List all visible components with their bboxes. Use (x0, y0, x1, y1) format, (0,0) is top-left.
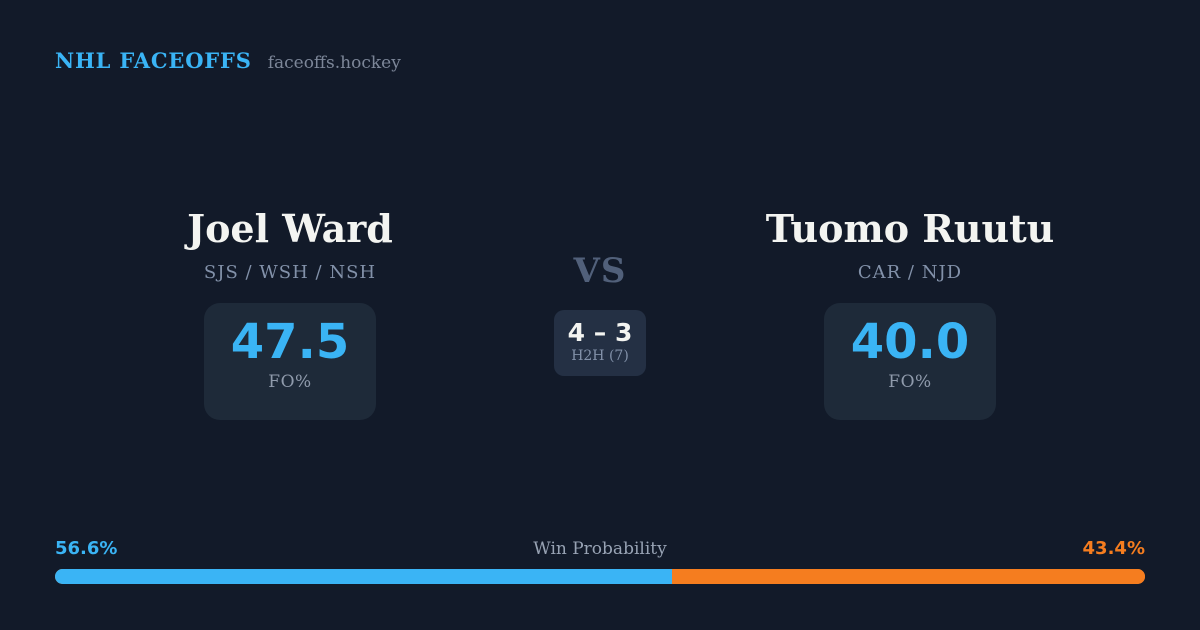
header: NHL FACEOFFS faceoffs.hockey (55, 48, 401, 73)
player-right-panel: Tuomo Ruutu CAR / NJD 40.0 FO% (740, 205, 1080, 420)
head-to-head-score: 4 – 3 (567, 317, 633, 347)
head-to-head-label: H2H (7) (571, 348, 629, 365)
win-probability-bar-right (671, 569, 1145, 584)
player-left-faceoff-card: 47.5 FO% (204, 302, 376, 420)
player-right-teams: CAR / NJD (857, 261, 963, 283)
player-left-faceoff-pct: 47.5 (230, 313, 350, 370)
win-probability-right-pct: 43.4% (1082, 538, 1145, 559)
win-probability-bar (55, 569, 1145, 584)
vs-label: VS (573, 251, 627, 291)
win-probability-left-pct: 56.6% (55, 538, 118, 559)
player-left-name: Joel Ward (187, 206, 393, 251)
app-title: NHL FACEOFFS (55, 48, 252, 73)
win-probability-section: 56.6% Win Probability 43.4% (55, 538, 1145, 584)
player-left-panel: Joel Ward SJS / WSH / NSH 47.5 FO% (120, 205, 460, 420)
player-left-teams: SJS / WSH / NSH (203, 261, 377, 283)
win-probability-labels: 56.6% Win Probability 43.4% (55, 538, 1145, 559)
player-left-faceoff-label: FO% (268, 372, 312, 393)
player-right-name: Tuomo Ruutu (765, 206, 1055, 251)
site-url: faceoffs.hockey (267, 53, 401, 73)
head-to-head-card: 4 – 3 H2H (7) (554, 309, 646, 376)
player-right-faceoff-label: FO% (888, 372, 932, 393)
win-probability-bar-left (55, 569, 672, 584)
player-right-faceoff-pct: 40.0 (850, 313, 970, 370)
player-right-faceoff-card: 40.0 FO% (824, 302, 996, 420)
versus-panel: VS 4 – 3 H2H (7) (520, 251, 680, 376)
win-probability-title: Win Probability (533, 539, 667, 559)
